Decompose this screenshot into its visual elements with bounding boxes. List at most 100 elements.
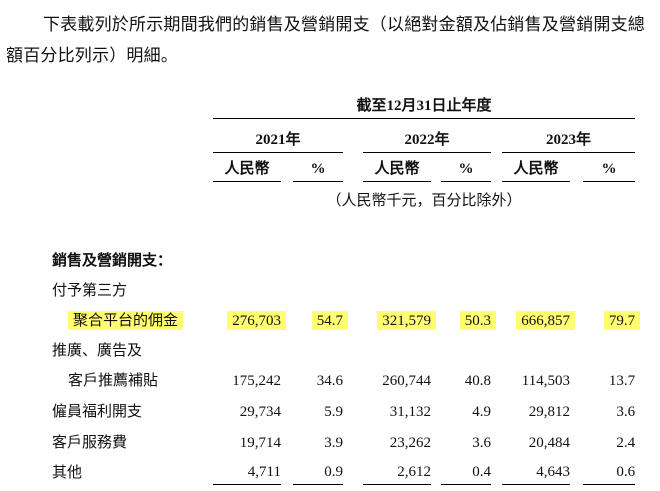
gap-cell (431, 424, 441, 455)
table-row: 客戶推薦補貼 175,242 34.6 260,744 40.8 114,503… (48, 363, 635, 393)
gap-cell (491, 153, 502, 182)
gap-cell (343, 393, 363, 424)
cell-2022-rmb: 2,612 (363, 455, 431, 485)
gap-cell (570, 363, 583, 393)
cell-2022-rmb: 31,132 (389, 404, 431, 420)
gap-cell (491, 363, 502, 393)
cell-2023-rmb: 29,812 (528, 404, 570, 420)
table-row: 客戶服務費 19,714 3.9 23,262 3.6 20,484 2.4 (48, 424, 635, 455)
total-2023-rmb: 836,299 (502, 484, 570, 491)
gap-cell (281, 393, 293, 424)
cell-2023-pct: 2.4 (616, 435, 636, 451)
gap-cell (570, 455, 583, 485)
total-2021-pct: 100.0 (293, 484, 343, 491)
col-header-pct-2022: % (441, 152, 491, 182)
gap-cell (570, 424, 583, 455)
cell-2023-pct: 0.6 (583, 455, 636, 485)
cell-2021-rmb: 175,242 (232, 373, 281, 389)
row-label: 聚合平台的佣金 (48, 303, 213, 333)
gap-cell (343, 485, 363, 491)
cell-2022-pct: 0.4 (441, 455, 491, 485)
gap-cell (431, 153, 441, 182)
unit-note: （人民幣千元，百分比除外） (326, 193, 522, 209)
col-header-rmb-2022: 人民幣 (363, 152, 431, 182)
row-label: 僱員福利開支 (52, 404, 143, 420)
col-header-rmb-2023: 人民幣 (502, 152, 570, 182)
cell-2022-pct: 3.6 (472, 435, 491, 451)
cell-2022-rmb: 260,744 (382, 373, 431, 389)
gap-cell (431, 455, 441, 485)
gap-cell (491, 393, 502, 424)
year-header-2021: 2021年 (213, 118, 343, 153)
row-label: 客戶服務費 (52, 435, 128, 451)
gap-cell (343, 455, 363, 485)
col-header-pct-2023: % (583, 152, 636, 182)
cell-2023-pct: 79.7 (583, 303, 641, 333)
col-header-rmb-2021: 人民幣 (213, 152, 281, 182)
total-2023-pct: 100.0 (583, 484, 636, 491)
gap-cell (281, 424, 293, 455)
period-header: 截至12月31日止年度 (213, 86, 636, 119)
gap-cell (491, 485, 502, 491)
section-header: 銷售及營銷開支： (52, 253, 173, 269)
cell-2021-pct: 3.9 (324, 435, 343, 451)
cell-2023-rmb: 114,503 (521, 373, 570, 389)
total-label: 總計 (48, 485, 213, 491)
cell-2021-pct: 54.7 (293, 303, 348, 333)
gap-cell (48, 153, 213, 182)
total-row: 總計 506,104 100.0 639,329 100.0 836,299 1… (48, 484, 636, 491)
gap-cell (281, 153, 293, 182)
table-row-highlighted: 聚合平台的佣金 276,703 54.7 321,579 50.3 666,85… (48, 303, 641, 333)
total-2022-pct: 100.0 (441, 484, 491, 491)
gap-cell (491, 119, 502, 153)
table-row: 銷售及營銷開支： (48, 243, 635, 273)
cell-2023-rmb: 666,857 (502, 303, 575, 333)
cell-2022-pct: 4.9 (472, 404, 491, 420)
table-row: 截至12月31日止年度 (48, 86, 636, 119)
cell-2023-rmb: 4,643 (502, 455, 570, 485)
gap-cell (343, 153, 363, 182)
cell-2022-pct: 40.8 (464, 373, 491, 389)
cell-2022-rmb: 321,579 (363, 303, 436, 333)
intro-line-2: 額百分比列示）明細。 (6, 46, 178, 65)
cell-2021-pct: 34.6 (316, 373, 343, 389)
gap-cell (48, 86, 213, 119)
cell-2022-pct: 50.3 (441, 303, 496, 333)
gap-cell (431, 393, 441, 424)
cell-2021-rmb: 19,714 (239, 435, 281, 451)
col-header-pct-2021: % (293, 152, 343, 182)
table-row: 推廣、廣告及 (48, 333, 635, 363)
intro-line-1: 下表載列於所示期間我們的銷售及營銷開支（以絕對金額及佔銷售及營銷開支總 (43, 15, 645, 34)
cell-2021-pct: 0.9 (293, 455, 343, 485)
gap-cell (343, 363, 363, 393)
gap-cell (281, 455, 293, 485)
gap-cell (48, 119, 213, 153)
intro-paragraph: 下表載列於所示期間我們的銷售及營銷開支（以絕對金額及佔銷售及營銷開支總 額百分比… (6, 9, 656, 71)
gap-cell (491, 455, 502, 485)
row-label: 客戶推薦補貼 (68, 373, 159, 389)
table-row: 人民幣 % 人民幣 % 人民幣 % (48, 152, 636, 182)
cell-2022-rmb: 23,262 (389, 435, 431, 451)
cell-2023-pct: 3.6 (616, 404, 636, 420)
row-label: 推廣、廣告及 (52, 343, 143, 359)
gap-cell (343, 119, 363, 153)
expenses-table: 截至12月31日止年度 2021年 2022年 2023年 人民幣 % 人民幣 … (48, 86, 641, 491)
gap-cell (48, 182, 213, 214)
total-2022-rmb: 639,329 (363, 484, 431, 491)
gap-cell (281, 363, 293, 393)
gap-cell (281, 485, 293, 491)
table-row: 其他 4,711 0.9 2,612 0.4 4,643 0.6 (48, 455, 636, 485)
gap-cell (48, 213, 635, 243)
cell-2023-rmb: 20,484 (528, 435, 570, 451)
table-row: 2021年 2022年 2023年 (48, 118, 636, 153)
cell-2023-pct: 13.7 (608, 373, 636, 389)
table-row: 僱員福利開支 29,734 5.9 31,132 4.9 29,812 3.6 (48, 393, 635, 424)
row-label: 付予第三方 (52, 283, 128, 299)
gap-cell (431, 363, 441, 393)
year-header-2022: 2022年 (363, 118, 491, 153)
spacer-row (48, 213, 635, 243)
row-label: 其他 (52, 464, 83, 481)
year-header-2023: 2023年 (502, 118, 636, 153)
gap-cell (570, 485, 583, 491)
